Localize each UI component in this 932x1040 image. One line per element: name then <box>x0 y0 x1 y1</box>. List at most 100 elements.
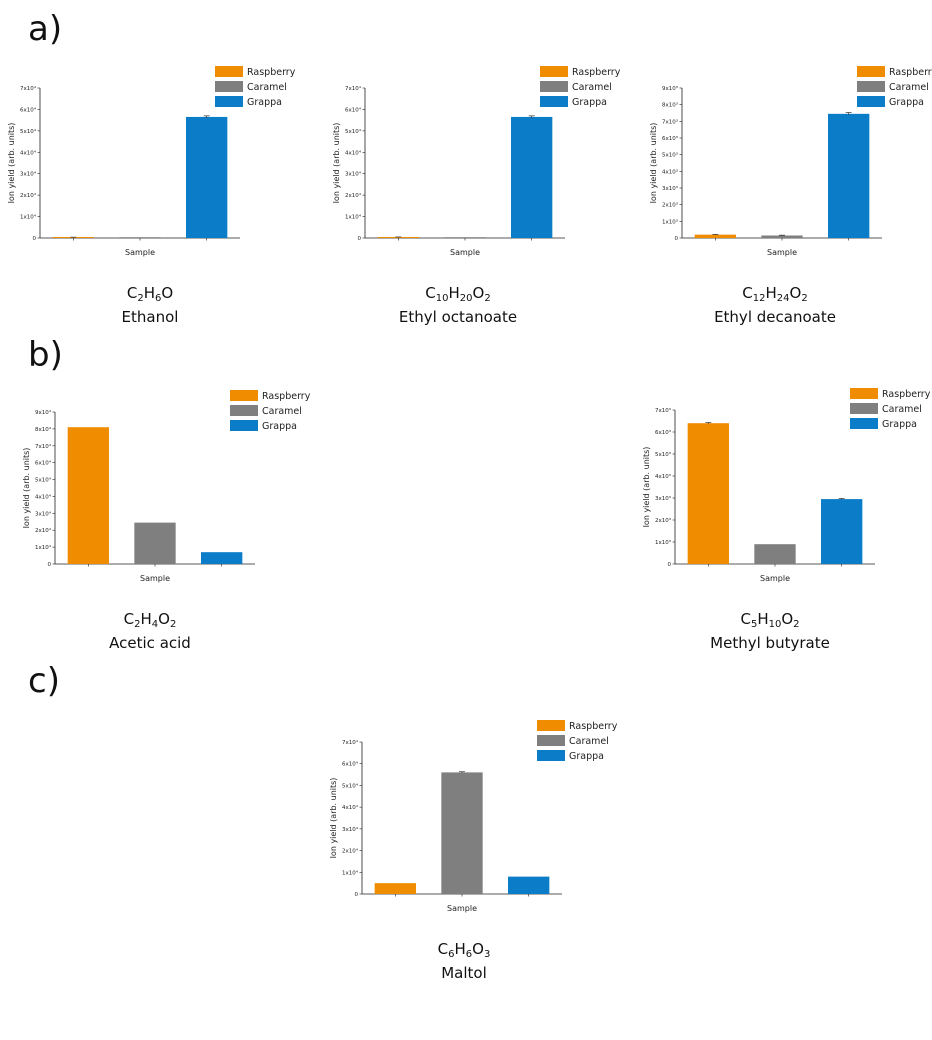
formula-element: O <box>472 284 485 302</box>
bar-raspberry <box>687 423 729 564</box>
x-axis-label: Sample <box>767 248 797 257</box>
legend-label-grappa: Grappa <box>889 97 924 108</box>
y-tick-label: 2x10⁴ <box>35 527 52 534</box>
y-tick-label: 4x10³ <box>662 168 678 175</box>
bar-caramel <box>441 772 483 894</box>
chart-svg-maltol: 0 1x10⁴ 2x10⁴ 3x10⁴ 4x10⁴ 5x10⁴ 6x10⁴ 7x10⁴ Samp… <box>329 720 618 913</box>
bar-raspberry <box>67 427 109 564</box>
y-tick-label: 3x10³ <box>655 495 671 502</box>
formula-element: O <box>472 940 484 958</box>
formula-element: H <box>765 284 777 302</box>
bar-raspberry <box>377 237 419 238</box>
formula-element: H <box>143 284 155 302</box>
caption-methyl-butyrate: C5H10O2 Methyl butyrate <box>710 610 830 652</box>
bar-raspberry <box>694 234 736 238</box>
formula-subscript: 12 <box>752 293 766 304</box>
formula-subscript: 4 <box>151 619 159 630</box>
legend-swatch-raspberry <box>215 66 243 77</box>
legend-swatch-raspberry <box>230 390 258 401</box>
y-tick-label: 2x10³ <box>655 517 671 524</box>
compound-name: Maltol <box>441 964 487 982</box>
legend-swatch-grappa <box>215 96 243 107</box>
formula-subscript: 2 <box>137 293 144 304</box>
formula-element: O <box>158 610 170 628</box>
y-tick-label: 1x10⁴ <box>20 214 37 221</box>
y-tick-label: 0 <box>48 562 52 568</box>
y-tick-label: 4x10³ <box>655 473 671 480</box>
bar-caramel <box>754 544 796 564</box>
formula-subscript: 2 <box>169 619 177 630</box>
legend-label-grappa: Grappa <box>882 419 917 430</box>
y-tick-label: 0 <box>668 562 672 568</box>
y-axis-label: Ion yield (arb. units) <box>332 123 341 204</box>
y-axis-label: Ion yield (arb. units) <box>7 123 16 204</box>
y-tick-label: 3x10⁴ <box>345 171 362 178</box>
formula-subscript: 3 <box>483 949 491 960</box>
chemical-formula: C2H4O2 <box>109 610 191 634</box>
compound-name: Ethanol <box>121 308 179 326</box>
y-tick-label: 0 <box>33 236 37 242</box>
legend-swatch-raspberry <box>850 388 878 399</box>
formula-element: C <box>742 284 753 302</box>
caption-ethyl-decanoate: C12H24O2 Ethyl decanoate <box>714 284 836 326</box>
x-axis-label: Sample <box>125 248 155 257</box>
chart-ethyl-decanoate: 0 1x10³ 2x10³ 3x10³ 4x10³ 5x10³ 6x10³ 7x10³ 8x10… <box>0 60 932 390</box>
y-tick-label: 7x10⁴ <box>342 739 359 746</box>
legend-label-raspberry: Raspberry <box>882 389 931 400</box>
chart-ethyl-octanoate: 0 1x10⁴ 2x10⁴ 3x10⁴ 4x10⁴ 5x10⁴ 6x10⁴ 7x10⁴ Samp… <box>0 60 932 390</box>
formula-element: H <box>454 940 466 958</box>
x-axis-label: Sample <box>447 904 477 913</box>
legend-label-raspberry: Raspberry <box>247 67 296 78</box>
y-tick-label: 1x10⁴ <box>345 214 362 221</box>
bar-grappa <box>186 116 228 238</box>
bar-caramel <box>134 522 176 564</box>
y-tick-label: 4x10⁴ <box>342 804 359 811</box>
legend-label-grappa: Grappa <box>262 421 297 432</box>
y-tick-label: 2x10³ <box>662 202 678 209</box>
bar-raspberry <box>374 883 416 894</box>
x-axis-label: Sample <box>760 574 790 583</box>
legend-swatch-grappa <box>537 750 565 761</box>
caption-ethyl-octanoate: C10H20O2 Ethyl octanoate <box>399 284 517 326</box>
y-tick-label: 8x10⁴ <box>35 426 52 433</box>
compound-name: Methyl butyrate <box>710 634 830 652</box>
y-tick-label: 7x10⁴ <box>35 443 52 450</box>
bar-grappa <box>201 552 243 564</box>
formula-element: C <box>437 940 449 958</box>
y-tick-label: 5x10⁴ <box>35 477 52 484</box>
chart-svg-ethanol: 0 1x10⁴ 2x10⁴ 3x10⁴ 4x10⁴ 5x10⁴ 6x10⁴ 7x10⁴ Samp… <box>7 66 296 257</box>
formula-subscript: 6 <box>448 949 455 960</box>
legend-label-caramel: Caramel <box>262 406 302 417</box>
chemical-formula: C12H24O2 <box>714 284 836 308</box>
formula-subscript: 10 <box>768 619 782 630</box>
formula-subscript: 20 <box>459 293 473 304</box>
legend-label-grappa: Grappa <box>572 97 607 108</box>
y-axis-label: Ion yield (arb. units) <box>22 448 31 529</box>
bar-grappa <box>511 116 553 238</box>
y-tick-label: 6x10⁴ <box>20 106 37 113</box>
formula-subscript: 2 <box>134 619 141 630</box>
y-tick-label: 6x10⁴ <box>342 761 359 768</box>
bar-grappa <box>821 499 863 564</box>
y-tick-label: 2x10⁴ <box>345 192 362 199</box>
chemical-formula: C2H6O <box>122 284 179 308</box>
chemical-formula: C6H6O3 <box>438 940 491 964</box>
legend-label-raspberry: Raspberry <box>262 391 311 402</box>
y-tick-label: 3x10⁴ <box>35 510 52 517</box>
legend-label-grappa: Grappa <box>247 97 282 108</box>
legend-swatch-grappa <box>230 420 258 431</box>
formula-subscript: 5 <box>750 619 758 630</box>
formula-subscript: 6 <box>154 293 162 304</box>
y-tick-label: 5x10⁴ <box>345 128 362 135</box>
chart-svg-methyl-butyrate: 0 1x10³ 2x10³ 3x10³ 4x10³ 5x10³ 6x10³ 7x10³ Samp… <box>642 388 931 583</box>
y-tick-label: 7x10³ <box>662 118 678 125</box>
bar-caramel <box>119 237 161 238</box>
chart-ethanol: 0 1x10⁴ 2x10⁴ 3x10⁴ 4x10⁴ 5x10⁴ 6x10⁴ 7x10⁴ Samp… <box>0 60 932 390</box>
formula-element: C <box>425 284 436 302</box>
y-tick-label: 1x10⁴ <box>35 544 52 551</box>
formula-subscript: 2 <box>801 293 808 304</box>
chart-svg-ethyl-octanoate: 0 1x10⁴ 2x10⁴ 3x10⁴ 4x10⁴ 5x10⁴ 6x10⁴ 7x10⁴ Samp… <box>332 66 621 257</box>
formula-subscript: 10 <box>435 293 449 304</box>
caption-maltol: C6H6O3 Maltol <box>438 940 491 982</box>
panel-label-b: b) <box>28 335 63 375</box>
